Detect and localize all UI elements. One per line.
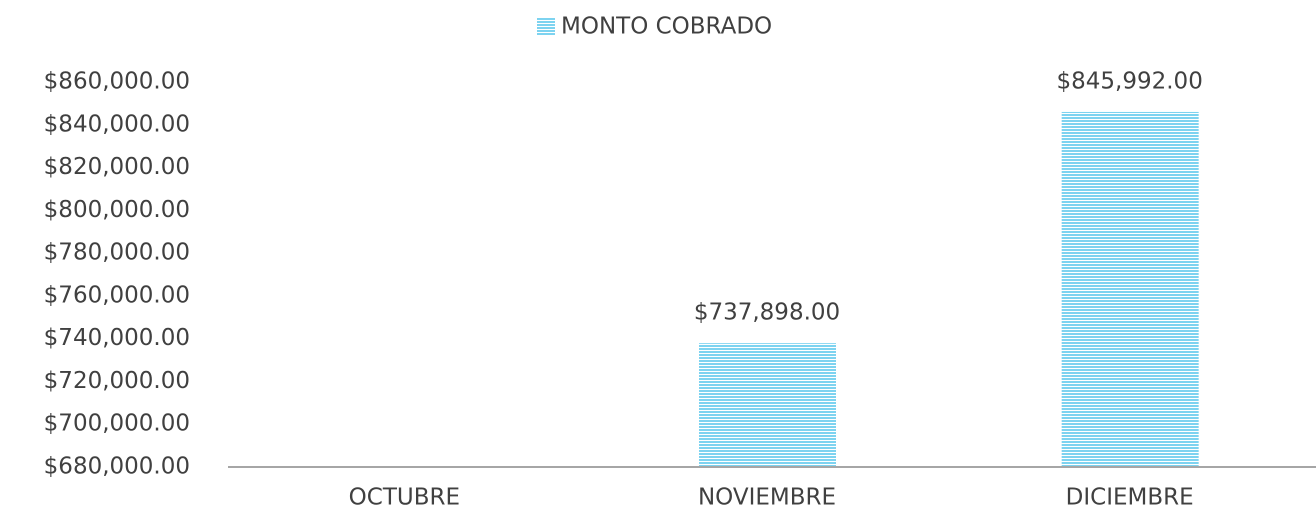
x-tick-label: DICIEMBRE bbox=[1066, 485, 1194, 511]
bar bbox=[699, 343, 836, 467]
y-tick-label: $720,000.00 bbox=[44, 368, 190, 394]
y-tick-label: $740,000.00 bbox=[44, 325, 190, 351]
y-tick-label: $860,000.00 bbox=[44, 69, 190, 95]
y-tick-label: $760,000.00 bbox=[44, 282, 190, 308]
y-tick-label: $780,000.00 bbox=[44, 240, 190, 266]
legend-label: MONTO COBRADO bbox=[561, 14, 772, 40]
bar bbox=[1061, 111, 1199, 468]
y-tick-label: $840,000.00 bbox=[44, 111, 190, 137]
data-label: $845,992.00 bbox=[1057, 68, 1203, 94]
x-tick-label: OCTUBRE bbox=[349, 485, 460, 511]
x-tick-label: NOVIEMBRE bbox=[698, 485, 836, 511]
y-tick-label: $820,000.00 bbox=[44, 154, 190, 180]
y-tick-label: $680,000.00 bbox=[44, 454, 190, 480]
legend-swatch bbox=[537, 17, 555, 35]
data-label: $737,898.00 bbox=[694, 300, 840, 326]
y-tick-label: $800,000.00 bbox=[44, 197, 190, 223]
y-tick-label: $700,000.00 bbox=[44, 411, 190, 437]
